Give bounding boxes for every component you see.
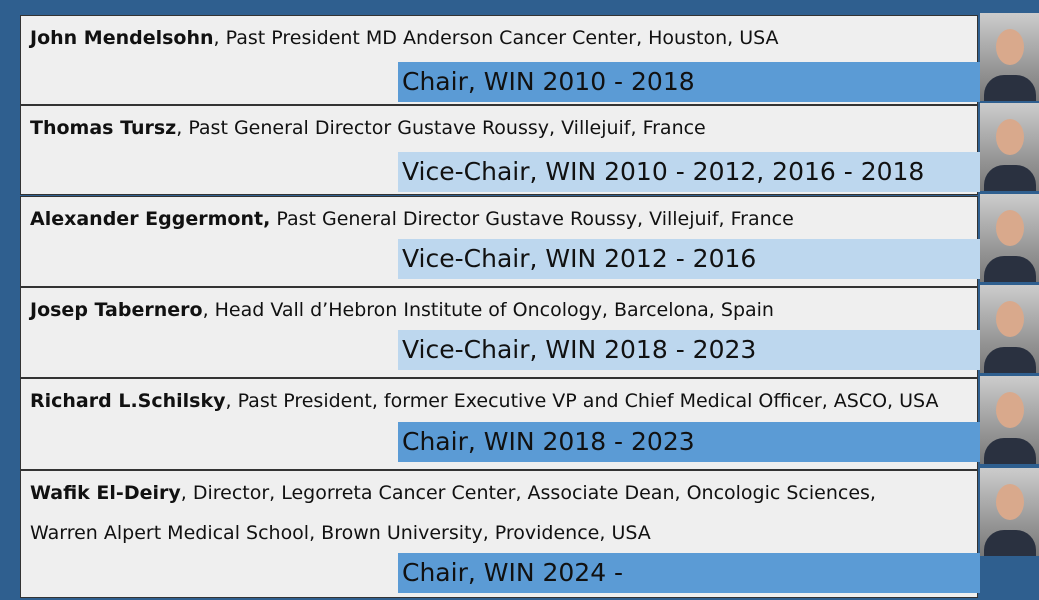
person-description: , Past President MD Anderson Cancer Cent…: [214, 27, 779, 49]
person-name: Josep Tabernero: [30, 299, 203, 321]
person-row: Alexander Eggermont, Past General Direct…: [20, 196, 978, 287]
person-row: Josep Tabernero, Head Vall d’Hebron Inst…: [20, 287, 978, 378]
person-description: , Past President, former Executive VP an…: [226, 390, 939, 412]
portrait-body: [984, 438, 1036, 464]
role-banner: Vice-Chair, WIN 2018 - 2023: [398, 330, 980, 370]
person-name: Alexander Eggermont,: [30, 208, 270, 230]
person-text: Thomas Tursz, Past General Director Gust…: [30, 108, 940, 148]
portrait-body: [984, 256, 1036, 282]
person-name: Richard L.Schilsky: [30, 390, 226, 412]
portrait-head: [996, 119, 1024, 155]
person-text: Alexander Eggermont, Past General Direct…: [30, 199, 940, 239]
person-name: Wafik El-Deiry: [30, 482, 181, 504]
role-banner: Chair, WIN 2024 -: [398, 553, 980, 593]
person-text: Josep Tabernero, Head Vall d’Hebron Inst…: [30, 290, 940, 330]
portrait-head: [996, 29, 1024, 65]
person-row: Thomas Tursz, Past General Director Gust…: [20, 105, 978, 195]
person-text: Wafik El-Deiry, Director, Legorreta Canc…: [30, 473, 940, 553]
person-description: Past General Director Gustave Roussy, Vi…: [270, 208, 793, 230]
role-banner: Chair, WIN 2010 - 2018: [398, 62, 980, 102]
portrait: [980, 13, 1039, 101]
person-row: Wafik El-Deiry, Director, Legorreta Canc…: [20, 470, 978, 598]
person-description: , Head Vall d’Hebron Institute of Oncolo…: [203, 299, 774, 321]
portrait-head: [996, 484, 1024, 520]
role-banner: Vice-Chair, WIN 2012 - 2016: [398, 239, 980, 279]
portrait: [980, 194, 1039, 282]
portrait-body: [984, 347, 1036, 373]
portrait-head: [996, 301, 1024, 337]
portrait-body: [984, 165, 1036, 191]
portrait: [980, 468, 1039, 556]
person-name: John Mendelsohn: [30, 27, 214, 49]
person-name: Thomas Tursz: [30, 117, 176, 139]
person-row: Richard L.Schilsky, Past President, form…: [20, 378, 978, 470]
portrait: [980, 376, 1039, 464]
person-text: Richard L.Schilsky, Past President, form…: [30, 381, 940, 421]
role-banner: Vice-Chair, WIN 2010 - 2012, 2016 - 2018: [398, 152, 980, 192]
person-row: John Mendelsohn, Past President MD Ander…: [20, 15, 978, 105]
portrait-head: [996, 210, 1024, 246]
portrait-body: [984, 530, 1036, 556]
person-description: , Past General Director Gustave Roussy, …: [176, 117, 706, 139]
portrait: [980, 103, 1039, 191]
portrait-body: [984, 75, 1036, 101]
portrait: [980, 285, 1039, 373]
person-text: John Mendelsohn, Past President MD Ander…: [30, 18, 940, 58]
role-banner: Chair, WIN 2018 - 2023: [398, 422, 980, 462]
page: John Mendelsohn, Past President MD Ander…: [0, 0, 1039, 600]
portrait-head: [996, 392, 1024, 428]
